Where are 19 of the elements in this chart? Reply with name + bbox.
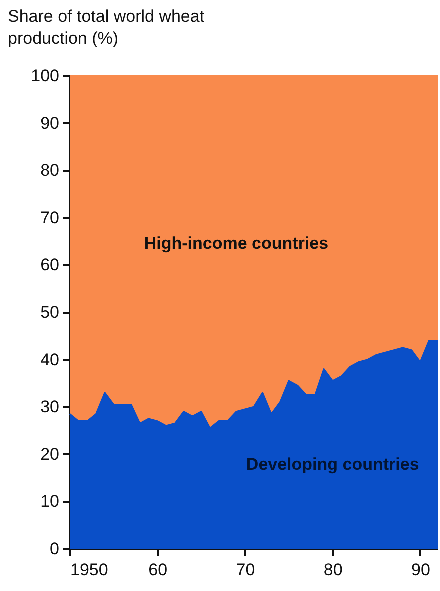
y-tick-label: 60 (40, 256, 60, 275)
y-tick-label: 10 (40, 492, 60, 512)
series-label: High-income countries (144, 234, 329, 253)
x-tick-label: 90 (412, 560, 430, 580)
y-tick-label: 20 (40, 444, 60, 464)
x-tick-label: 1950 (70, 560, 108, 580)
x-tick-label: 60 (148, 560, 168, 580)
y-tick-label: 90 (40, 114, 60, 133)
y-tick-label: 50 (40, 303, 60, 322)
series-label: Developing countries (246, 455, 420, 474)
y-tick-label: 100 (31, 66, 60, 86)
x-tick-label: 80 (324, 560, 343, 580)
y-tick-label: 40 (40, 350, 60, 370)
x-tick-label: 70 (236, 560, 256, 580)
y-tick-label: 80 (40, 161, 60, 180)
y-tick-label: 0 (50, 540, 60, 558)
y-tick-label: 70 (40, 208, 60, 228)
y-axis-title: Share of total world wheat production (%) (8, 6, 206, 50)
y-tick-label: 30 (40, 398, 60, 417)
